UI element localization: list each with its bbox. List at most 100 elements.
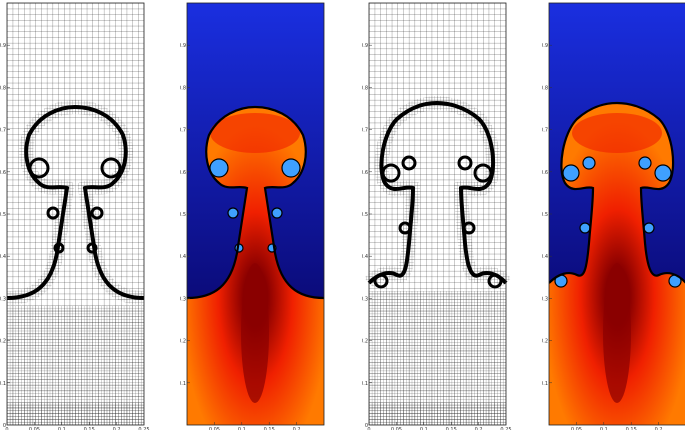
cap-contour — [572, 113, 662, 153]
roll-up-vortex — [462, 221, 476, 235]
roll-up-vortex — [654, 164, 672, 182]
y-tick-label: 0.4 — [0, 254, 6, 260]
roll-up-vortex — [487, 273, 503, 289]
y-tick-label: 0.4 — [180, 254, 186, 260]
roll-up-vortex — [398, 221, 412, 235]
interface-curve — [549, 101, 685, 284]
x-tick-label: 0.2 — [293, 427, 301, 430]
roll-up-vortex — [373, 273, 389, 289]
x-tick-label: 0.2 — [475, 427, 483, 430]
roll-up-vortex — [100, 157, 122, 179]
interface-curve — [187, 105, 324, 300]
roll-up-vortex — [401, 155, 417, 171]
roll-up-vortex — [86, 242, 98, 254]
y-tick-label: 0.9 — [180, 43, 186, 49]
y-tick-label: 0.8 — [542, 85, 548, 91]
x-tick-label: 0.2 — [113, 427, 121, 430]
x-tick-label: 0.15 — [446, 427, 457, 430]
mesh-panel-1: 0.1 0.2 0.3 0.4 0.5 0.6 0.7 0.8 0.9 0 0.05 0.1 0.15 0… — [0, 0, 165, 430]
contour-panel-4: 0.1 0.2 0.3 0.4 0.5 0.6 0.7 0.8 0.9 0.05 0.1 0.15 0.… — [542, 0, 685, 430]
x-tick-label: 0.05 — [209, 427, 220, 430]
roll-up-vortex — [90, 206, 104, 220]
y-tick-label: 0.1 — [542, 381, 548, 387]
y-tick-label: 0.2 — [180, 339, 186, 345]
y-tick-label: 0.7 — [542, 128, 548, 134]
y-tick-label: 0.9 — [542, 43, 548, 49]
y-tick-label: 0.1 — [180, 381, 186, 387]
x-tick-label: 0.2 — [655, 427, 663, 430]
roll-up-vortex — [46, 206, 60, 220]
roll-up-vortex — [281, 158, 301, 178]
roll-up-vortex — [473, 163, 493, 183]
y-tick-label: 0.6 — [0, 170, 6, 176]
y-tick-label: 0.5 — [180, 212, 186, 218]
roll-up-vortex — [271, 207, 283, 219]
roll-up-vortex — [227, 207, 239, 219]
y-tick-label: 0.9 — [0, 43, 6, 49]
roll-up-vortex — [582, 156, 596, 170]
x-tick-label: 0.25 — [500, 427, 511, 430]
y-tick-label: 0.3 — [362, 296, 368, 302]
y-tick-label: 0.5 — [362, 212, 368, 218]
interface-curve — [6, 104, 145, 300]
core-contour — [241, 263, 269, 403]
refined-bottom — [369, 403, 506, 425]
y-tick-label: 0.2 — [362, 339, 368, 345]
roll-up-vortex — [562, 164, 580, 182]
x-tick-label: 0.05 — [571, 427, 582, 430]
y-tick-label: 0.3 — [180, 296, 186, 302]
x-tick-label: 0.15 — [626, 427, 637, 430]
refined-region-lower — [369, 291, 506, 425]
mesh-plot — [6, 3, 145, 425]
y-tick-label: 0.7 — [362, 128, 368, 134]
x-tick-label: 0.15 — [264, 427, 275, 430]
y-tick-label: 0.8 — [0, 85, 6, 91]
y-origin-label: 0 — [3, 423, 6, 429]
x-tick-label: 0.05 — [29, 427, 40, 430]
y-tick-label: 0.5 — [0, 212, 6, 218]
y-tick-label: 0.5 — [542, 212, 548, 218]
contour-panel-2: 0.1 0.2 0.3 0.4 0.5 0.6 0.7 0.8 0.9 0.05 0.1 0.15 0.… — [180, 0, 345, 430]
mesh-panel-3: 0.1 0.2 0.3 0.4 0.5 0.6 0.7 0.8 0.9 0 0.05 0.1 0.15 0… — [362, 0, 527, 430]
roll-up-vortex — [643, 222, 655, 234]
roll-up-vortex — [381, 163, 401, 183]
interface-curve — [367, 100, 508, 285]
x-tick-label: 0.15 — [84, 427, 95, 430]
x-tick-label: 0.1 — [420, 427, 428, 430]
x-tick-label: 0 — [5, 427, 8, 430]
mesh-plot — [364, 3, 512, 425]
x-tick-label: 0 — [367, 427, 370, 430]
roll-up-vortex — [579, 222, 591, 234]
roll-up-vortex — [638, 156, 652, 170]
x-tick-label: 0.05 — [391, 427, 402, 430]
y-tick-label: 0.2 — [542, 339, 548, 345]
x-tick-label: 0.25 — [138, 427, 149, 430]
core-contour — [603, 263, 631, 403]
y-tick-label: 0.8 — [180, 85, 186, 91]
y-tick-label: 0.4 — [362, 254, 368, 260]
y-tick-label: 0.3 — [542, 296, 548, 302]
y-tick-label: 0.3 — [0, 296, 6, 302]
x-tick-label: 0.1 — [600, 427, 608, 430]
y-tick-label: 0.6 — [542, 170, 548, 176]
y-tick-label: 0.1 — [0, 381, 6, 387]
roll-up-vortex — [28, 157, 50, 179]
y-tick-label: 0.1 — [362, 381, 368, 387]
y-tick-label: 0.7 — [180, 128, 186, 134]
roll-up-vortex — [53, 242, 65, 254]
y-tick-label: 0.9 — [362, 43, 368, 49]
refined-bottom — [7, 403, 144, 425]
y-tick-label: 0.2 — [0, 339, 6, 345]
y-tick-label: 0.7 — [0, 128, 6, 134]
y-tick-label: 0.8 — [362, 85, 368, 91]
y-tick-label: 0.4 — [542, 254, 548, 260]
x-tick-label: 0.1 — [238, 427, 246, 430]
y-origin-label: 0 — [365, 423, 368, 429]
contour-plot — [187, 3, 324, 425]
cap-contour — [210, 113, 300, 153]
roll-up-vortex — [457, 155, 473, 171]
contour-plot — [549, 3, 685, 425]
x-tick-label: 0.1 — [58, 427, 66, 430]
y-tick-label: 0.6 — [362, 170, 368, 176]
y-tick-label: 0.6 — [180, 170, 186, 176]
